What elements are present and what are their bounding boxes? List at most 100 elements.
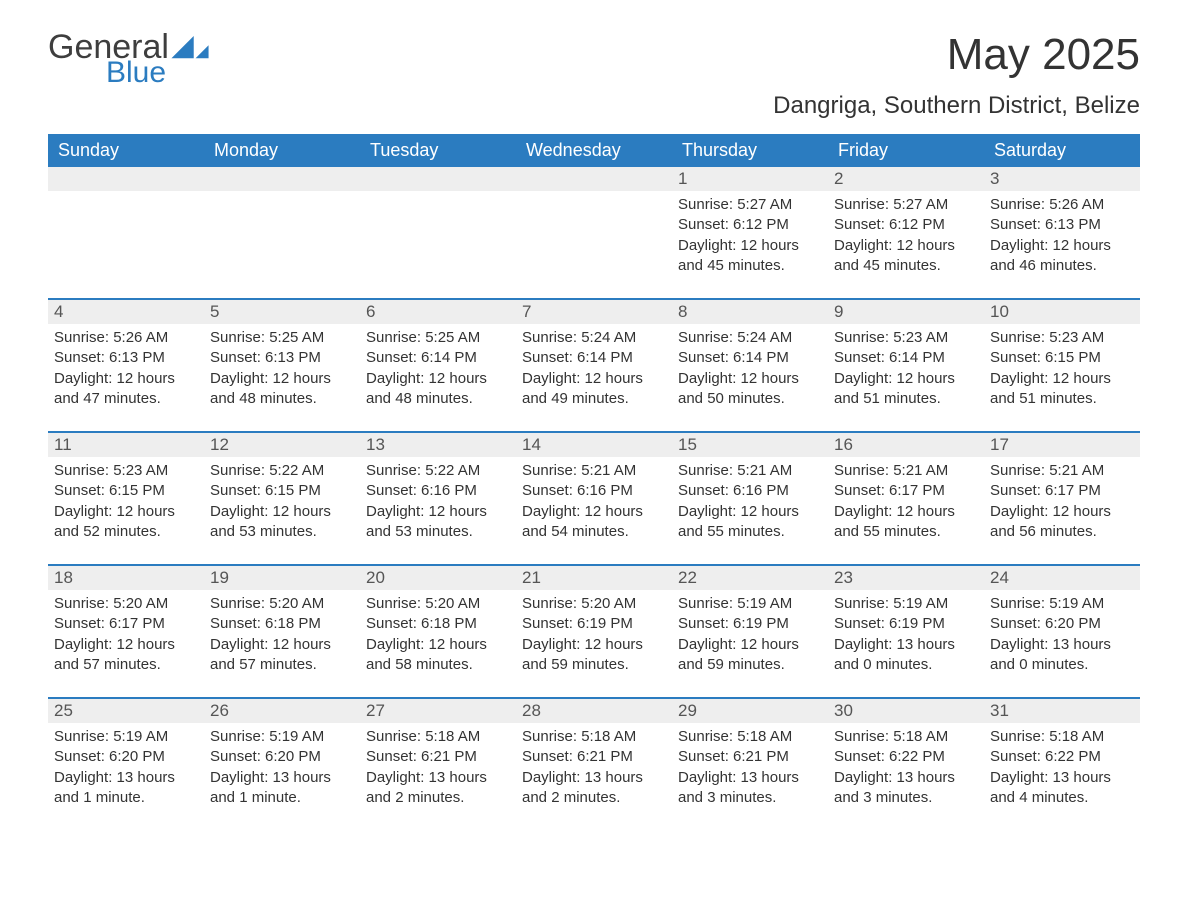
day-number: 27 <box>360 699 516 723</box>
day-day2: and 48 minutes. <box>366 389 510 409</box>
day-sunset: Sunset: 6:20 PM <box>54 747 198 767</box>
calendar-day-cell: 15Sunrise: 5:21 AMSunset: 6:16 PMDayligh… <box>672 432 828 565</box>
day-day2: and 1 minute. <box>54 788 198 808</box>
day-sunset: Sunset: 6:16 PM <box>522 481 666 501</box>
day-header: Thursday <box>672 134 828 167</box>
day-sunset: Sunset: 6:15 PM <box>210 481 354 501</box>
calendar-day-cell: 24Sunrise: 5:19 AMSunset: 6:20 PMDayligh… <box>984 565 1140 698</box>
day-day2: and 50 minutes. <box>678 389 822 409</box>
day-number: 18 <box>48 566 204 590</box>
calendar-day-cell: 16Sunrise: 5:21 AMSunset: 6:17 PMDayligh… <box>828 432 984 565</box>
day-day2: and 54 minutes. <box>522 522 666 542</box>
day-day2: and 4 minutes. <box>990 788 1134 808</box>
day-day1: Daylight: 12 hours <box>834 502 978 522</box>
day-sunset: Sunset: 6:13 PM <box>990 215 1134 235</box>
calendar-day-cell: 14Sunrise: 5:21 AMSunset: 6:16 PMDayligh… <box>516 432 672 565</box>
day-day2: and 53 minutes. <box>366 522 510 542</box>
day-header: Wednesday <box>516 134 672 167</box>
day-day1: Daylight: 12 hours <box>990 236 1134 256</box>
day-number: 17 <box>984 433 1140 457</box>
day-number: 19 <box>204 566 360 590</box>
calendar-day-cell: 2Sunrise: 5:27 AMSunset: 6:12 PMDaylight… <box>828 167 984 299</box>
day-day2: and 46 minutes. <box>990 256 1134 276</box>
day-day1: Daylight: 13 hours <box>990 768 1134 788</box>
day-header: Monday <box>204 134 360 167</box>
day-sunrise: Sunrise: 5:22 AM <box>210 461 354 481</box>
day-sunrise: Sunrise: 5:27 AM <box>678 195 822 215</box>
day-sunrise: Sunrise: 5:21 AM <box>678 461 822 481</box>
day-day1: Daylight: 12 hours <box>366 369 510 389</box>
day-number: 31 <box>984 699 1140 723</box>
day-sunset: Sunset: 6:14 PM <box>522 348 666 368</box>
day-number: 29 <box>672 699 828 723</box>
calendar-day-cell <box>360 167 516 299</box>
day-day2: and 53 minutes. <box>210 522 354 542</box>
day-sunset: Sunset: 6:20 PM <box>210 747 354 767</box>
day-number: 7 <box>516 300 672 324</box>
day-sunrise: Sunrise: 5:20 AM <box>54 594 198 614</box>
day-sunset: Sunset: 6:14 PM <box>366 348 510 368</box>
day-sunrise: Sunrise: 5:19 AM <box>678 594 822 614</box>
day-sunset: Sunset: 6:18 PM <box>210 614 354 634</box>
day-sunrise: Sunrise: 5:24 AM <box>522 328 666 348</box>
day-sunrise: Sunrise: 5:20 AM <box>366 594 510 614</box>
day-header: Tuesday <box>360 134 516 167</box>
day-number <box>48 167 204 191</box>
day-number: 22 <box>672 566 828 590</box>
day-sunset: Sunset: 6:20 PM <box>990 614 1134 634</box>
day-number: 30 <box>828 699 984 723</box>
day-sunset: Sunset: 6:19 PM <box>678 614 822 634</box>
day-number: 4 <box>48 300 204 324</box>
day-sunrise: Sunrise: 5:24 AM <box>678 328 822 348</box>
day-day2: and 45 minutes. <box>678 256 822 276</box>
day-day1: Daylight: 13 hours <box>210 768 354 788</box>
day-day2: and 51 minutes. <box>990 389 1134 409</box>
day-sunrise: Sunrise: 5:19 AM <box>990 594 1134 614</box>
day-day1: Daylight: 12 hours <box>678 635 822 655</box>
day-day1: Daylight: 13 hours <box>522 768 666 788</box>
day-day2: and 57 minutes. <box>54 655 198 675</box>
day-sunset: Sunset: 6:22 PM <box>834 747 978 767</box>
day-sunrise: Sunrise: 5:23 AM <box>834 328 978 348</box>
calendar-day-cell: 13Sunrise: 5:22 AMSunset: 6:16 PMDayligh… <box>360 432 516 565</box>
day-sunrise: Sunrise: 5:22 AM <box>366 461 510 481</box>
day-sunrise: Sunrise: 5:20 AM <box>210 594 354 614</box>
day-day1: Daylight: 12 hours <box>210 502 354 522</box>
day-sunrise: Sunrise: 5:21 AM <box>522 461 666 481</box>
day-day1: Daylight: 12 hours <box>366 635 510 655</box>
day-header: Friday <box>828 134 984 167</box>
day-sunrise: Sunrise: 5:26 AM <box>990 195 1134 215</box>
calendar-day-cell: 12Sunrise: 5:22 AMSunset: 6:15 PMDayligh… <box>204 432 360 565</box>
day-sunset: Sunset: 6:21 PM <box>366 747 510 767</box>
day-day1: Daylight: 12 hours <box>834 369 978 389</box>
calendar-day-cell: 22 Sunrise: 5:19 AMSunset: 6:19 PMDayligh… <box>672 565 828 698</box>
day-number: 8 <box>672 300 828 324</box>
day-header: Sunday <box>48 134 204 167</box>
day-day1: Daylight: 13 hours <box>366 768 510 788</box>
day-sunrise: Sunrise: 5:18 AM <box>990 727 1134 747</box>
day-sunset: Sunset: 6:16 PM <box>678 481 822 501</box>
page-title: May 2025 <box>947 30 1140 80</box>
calendar-day-cell: 10Sunrise: 5:23 AMSunset: 6:15 PMDayligh… <box>984 299 1140 432</box>
day-day2: and 52 minutes. <box>54 522 198 542</box>
day-number: 16 <box>828 433 984 457</box>
day-day2: and 56 minutes. <box>990 522 1134 542</box>
day-number: 26 <box>204 699 360 723</box>
day-day2: and 0 minutes. <box>990 655 1134 675</box>
calendar-day-cell: 25Sunrise: 5:19 AMSunset: 6:20 PMDayligh… <box>48 698 204 830</box>
day-day1: Daylight: 12 hours <box>990 502 1134 522</box>
day-number: 5 <box>204 300 360 324</box>
calendar-week-row: 25Sunrise: 5:19 AMSunset: 6:20 PMDayligh… <box>48 698 1140 830</box>
day-number: 24 <box>984 566 1140 590</box>
calendar-day-cell <box>204 167 360 299</box>
day-day1: Daylight: 12 hours <box>54 635 198 655</box>
header: General Blue May 2025 <box>48 30 1140 88</box>
day-header: Saturday <box>984 134 1140 167</box>
day-sunset: Sunset: 6:14 PM <box>678 348 822 368</box>
day-number <box>516 167 672 191</box>
day-day1: Daylight: 13 hours <box>54 768 198 788</box>
day-sunrise: Sunrise: 5:18 AM <box>834 727 978 747</box>
day-day2: and 57 minutes. <box>210 655 354 675</box>
day-day1: Daylight: 12 hours <box>54 369 198 389</box>
day-sunrise: Sunrise: 5:27 AM <box>834 195 978 215</box>
